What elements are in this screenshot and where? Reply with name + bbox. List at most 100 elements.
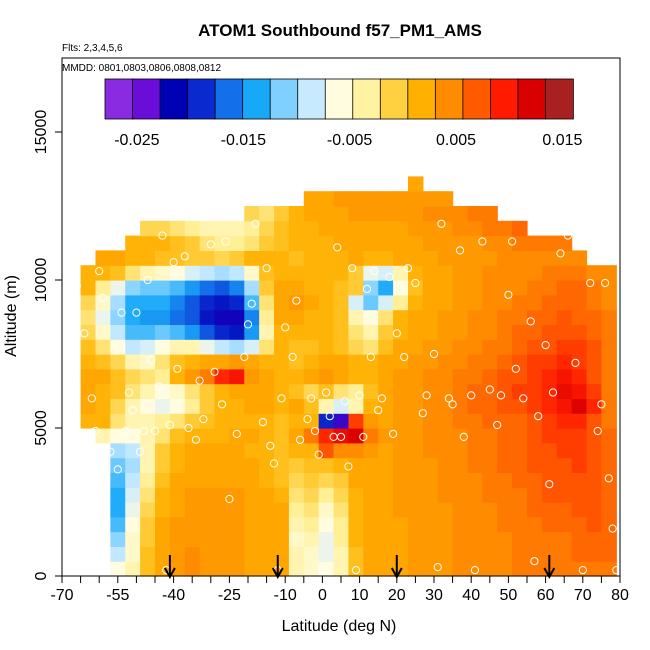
- heatmap-cell: [140, 265, 156, 281]
- heatmap-cell: [586, 516, 602, 533]
- sample-point: [604, 474, 613, 483]
- heatmap-cell: [333, 294, 350, 311]
- heatmap-cell: [378, 220, 394, 237]
- heatmap-cell: [452, 398, 469, 414]
- heatmap-cell: [348, 294, 364, 311]
- heatmap-cell: [169, 368, 186, 385]
- sample-point: [150, 426, 160, 436]
- heatmap-cell: [482, 280, 498, 296]
- sample-point: [132, 308, 141, 317]
- colorbar-swatch: [352, 78, 382, 120]
- heatmap-cell: [407, 428, 424, 444]
- heatmap-cell: [363, 398, 379, 414]
- heatmap-cell: [363, 368, 379, 385]
- heatmap-cell: [259, 516, 275, 533]
- heatmap-cell: [527, 428, 543, 444]
- heatmap-cell: [274, 339, 290, 355]
- heatmap-cell: [527, 250, 543, 266]
- sample-point: [191, 435, 200, 444]
- heatmap-cell: [229, 546, 245, 562]
- heatmap-cell: [527, 413, 543, 429]
- heatmap-cell: [527, 502, 543, 518]
- heatmap-cell: [348, 472, 364, 488]
- heatmap-cell: [482, 531, 498, 547]
- heatmap-cell: [244, 339, 260, 355]
- sample-point: [507, 237, 517, 246]
- heatmap-cell: [80, 280, 97, 296]
- heatmap-cell: [333, 502, 350, 518]
- heatmap-cell: [125, 472, 141, 488]
- heatmap-cell: [303, 368, 320, 385]
- heatmap-cell: [527, 546, 543, 562]
- heatmap-cell: [333, 250, 350, 266]
- heatmap-cell: [378, 546, 394, 562]
- heatmap-cell: [110, 442, 126, 459]
- heatmap-cell: [333, 339, 350, 355]
- heatmap-cell: [407, 220, 424, 237]
- heatmap-cell: [422, 383, 439, 399]
- heatmap-cell: [169, 280, 186, 296]
- heatmap-cell: [437, 457, 454, 473]
- colorbar-tick-label: -0.015: [221, 132, 266, 149]
- heatmap-cell: [274, 546, 290, 562]
- heatmap-cell: [571, 294, 588, 311]
- heatmap-cell: [497, 531, 513, 547]
- colorbar-swatch: [434, 78, 464, 120]
- heatmap-cell: [348, 206, 364, 222]
- heatmap-cell: [348, 442, 364, 459]
- heatmap-cell: [467, 561, 483, 577]
- sample-point: [325, 412, 334, 421]
- sample-point: [281, 323, 290, 332]
- heatmap-cell: [288, 383, 305, 399]
- heatmap-cell: [244, 354, 260, 370]
- heatmap-cell: [348, 546, 364, 562]
- heatmap-cell: [199, 442, 216, 459]
- heatmap-cell: [512, 250, 528, 266]
- heatmap-cell: [184, 531, 201, 547]
- sample-point: [87, 394, 96, 403]
- heatmap-cell: [140, 235, 156, 251]
- heatmap-cell: [199, 516, 216, 533]
- heatmap-cell: [214, 220, 230, 237]
- heatmap-cell: [541, 516, 558, 533]
- heatmap-cell: [541, 265, 558, 281]
- heatmap-cell: [184, 502, 201, 518]
- heatmap-cell: [422, 398, 439, 414]
- heatmap-cell: [169, 531, 186, 547]
- heatmap-cell: [422, 413, 439, 429]
- x-tick-label: 30: [425, 587, 443, 604]
- heatmap-cell: [95, 265, 111, 281]
- heatmap-cell: [184, 368, 201, 385]
- heatmap-cell: [288, 472, 305, 488]
- heatmap-cell: [288, 457, 305, 473]
- heatmap-cell: [407, 354, 424, 370]
- heatmap-cell: [601, 531, 617, 547]
- heatmap-cell: [155, 280, 171, 296]
- heatmap-cell: [541, 368, 558, 385]
- heatmap-cell: [303, 516, 320, 533]
- heatmap-cell: [318, 368, 335, 385]
- heatmap-cell: [393, 250, 409, 266]
- sample-point: [154, 382, 163, 391]
- heatmap-cell: [244, 546, 260, 562]
- heatmap-cell: [452, 383, 469, 399]
- heatmap-cell: [512, 516, 528, 533]
- heatmap-cell: [452, 472, 469, 488]
- heatmap-cell: [467, 428, 483, 444]
- sample-point: [422, 391, 431, 400]
- heatmap-cell: [363, 502, 379, 518]
- heatmap-cell: [110, 324, 126, 340]
- heatmap-cell: [527, 368, 543, 385]
- sample-point: [526, 317, 535, 326]
- heatmap-cell: [497, 442, 513, 459]
- heatmap-cell: [348, 339, 364, 355]
- heatmap-cell: [125, 250, 141, 266]
- heatmap-cell: [244, 235, 260, 251]
- heatmap-cell: [467, 546, 483, 562]
- heatmap-cell: [288, 354, 305, 370]
- heatmap-cell: [571, 502, 588, 518]
- heatmap-cell: [125, 428, 141, 444]
- heatmap-cell: [393, 428, 409, 444]
- heatmap-cell: [363, 428, 379, 444]
- down-arrow: [543, 555, 556, 580]
